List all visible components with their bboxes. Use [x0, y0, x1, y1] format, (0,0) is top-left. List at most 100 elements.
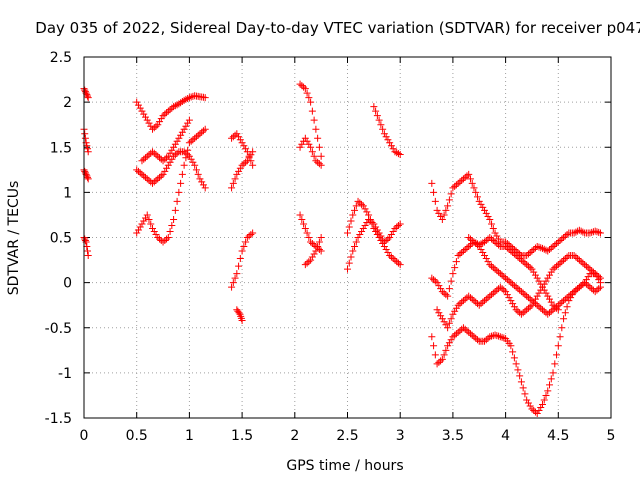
data-point: [145, 215, 153, 223]
data-point: [442, 346, 450, 354]
data-point: [581, 261, 589, 269]
data-point: [535, 277, 543, 285]
data-point: [530, 246, 538, 254]
data-point: [382, 237, 390, 245]
data-point: [452, 304, 460, 312]
data-point: [577, 282, 585, 290]
data-point: [303, 137, 311, 145]
data-point: [502, 288, 510, 296]
data-point: [500, 273, 508, 281]
x-axis-label: GPS time / hours: [286, 458, 403, 474]
data-point: [236, 136, 244, 144]
data-point: [149, 179, 157, 187]
data-point: [588, 285, 596, 293]
data-point: [182, 95, 190, 103]
data-point: [477, 200, 485, 208]
data-point: [296, 211, 304, 219]
data-marks: [80, 80, 604, 417]
data-point: [449, 270, 457, 278]
series-s11: [228, 229, 257, 291]
data-point: [394, 221, 402, 229]
data-point: [229, 179, 237, 187]
data-point: [136, 169, 144, 177]
data-point: [470, 238, 478, 246]
data-point: [491, 238, 499, 246]
data-point: [396, 261, 404, 269]
data-point: [551, 303, 559, 311]
data-point: [238, 161, 246, 169]
data-point: [189, 136, 197, 144]
data-point: [310, 116, 318, 124]
data-point: [447, 336, 455, 344]
data-point: [588, 228, 596, 236]
data-point: [505, 277, 513, 285]
data-point: [182, 154, 190, 162]
data-point: [164, 152, 172, 160]
series-s03: [80, 166, 92, 183]
data-point: [503, 244, 511, 252]
data-point: [307, 256, 315, 264]
data-point: [245, 154, 253, 162]
data-point: [440, 211, 448, 219]
data-point: [192, 166, 200, 174]
series-s18: [344, 215, 404, 273]
data-point: [161, 167, 169, 175]
data-point: [512, 360, 520, 368]
data-point: [229, 279, 237, 287]
data-point: [560, 234, 568, 241]
data-point: [444, 324, 452, 332]
data-point: [247, 151, 255, 159]
data-point: [546, 309, 554, 317]
data-point: [141, 154, 149, 162]
data-point: [538, 306, 546, 314]
data-point: [298, 82, 306, 90]
data-point: [486, 234, 494, 241]
data-point: [465, 328, 473, 336]
data-point: [368, 218, 376, 226]
data-point: [156, 118, 164, 126]
data-point: [489, 224, 497, 232]
data-point: [547, 375, 555, 383]
data-point: [163, 235, 171, 243]
data-point: [305, 140, 313, 148]
data-point: [435, 358, 443, 366]
data-point: [166, 149, 174, 157]
data-point: [477, 240, 485, 248]
data-point: [358, 200, 366, 208]
data-point: [514, 253, 522, 261]
data-point: [173, 137, 181, 145]
data-point: [228, 134, 236, 142]
data-point: [243, 157, 251, 165]
data-point: [171, 140, 179, 148]
data-point: [586, 229, 594, 237]
data-point: [560, 315, 568, 323]
data-point: [351, 243, 359, 251]
data-point: [437, 212, 445, 220]
data-point: [496, 283, 504, 291]
data-point: [546, 295, 554, 303]
data-point: [238, 317, 246, 325]
data-point: [553, 351, 561, 359]
data-point: [449, 184, 457, 192]
data-point: [382, 246, 390, 254]
data-point: [81, 134, 89, 142]
data-point: [489, 237, 497, 245]
data-point: [180, 96, 188, 104]
y-tick-labels: -1.5 -1 -0.5 0 0.5 1 1.5 2 2.5: [45, 50, 72, 427]
data-point: [488, 332, 496, 340]
data-point: [514, 285, 522, 293]
data-point: [588, 267, 596, 275]
data-point: [389, 255, 397, 263]
data-point: [175, 188, 183, 196]
data-point: [542, 246, 550, 254]
data-point: [558, 298, 566, 306]
data-point: [544, 292, 552, 300]
data-point: [159, 238, 167, 246]
data-point: [345, 259, 353, 267]
data-point: [145, 151, 153, 159]
data-point: [431, 277, 439, 285]
data-point: [481, 337, 489, 345]
data-point: [452, 330, 460, 338]
data-point: [493, 232, 501, 240]
data-point: [553, 262, 561, 270]
